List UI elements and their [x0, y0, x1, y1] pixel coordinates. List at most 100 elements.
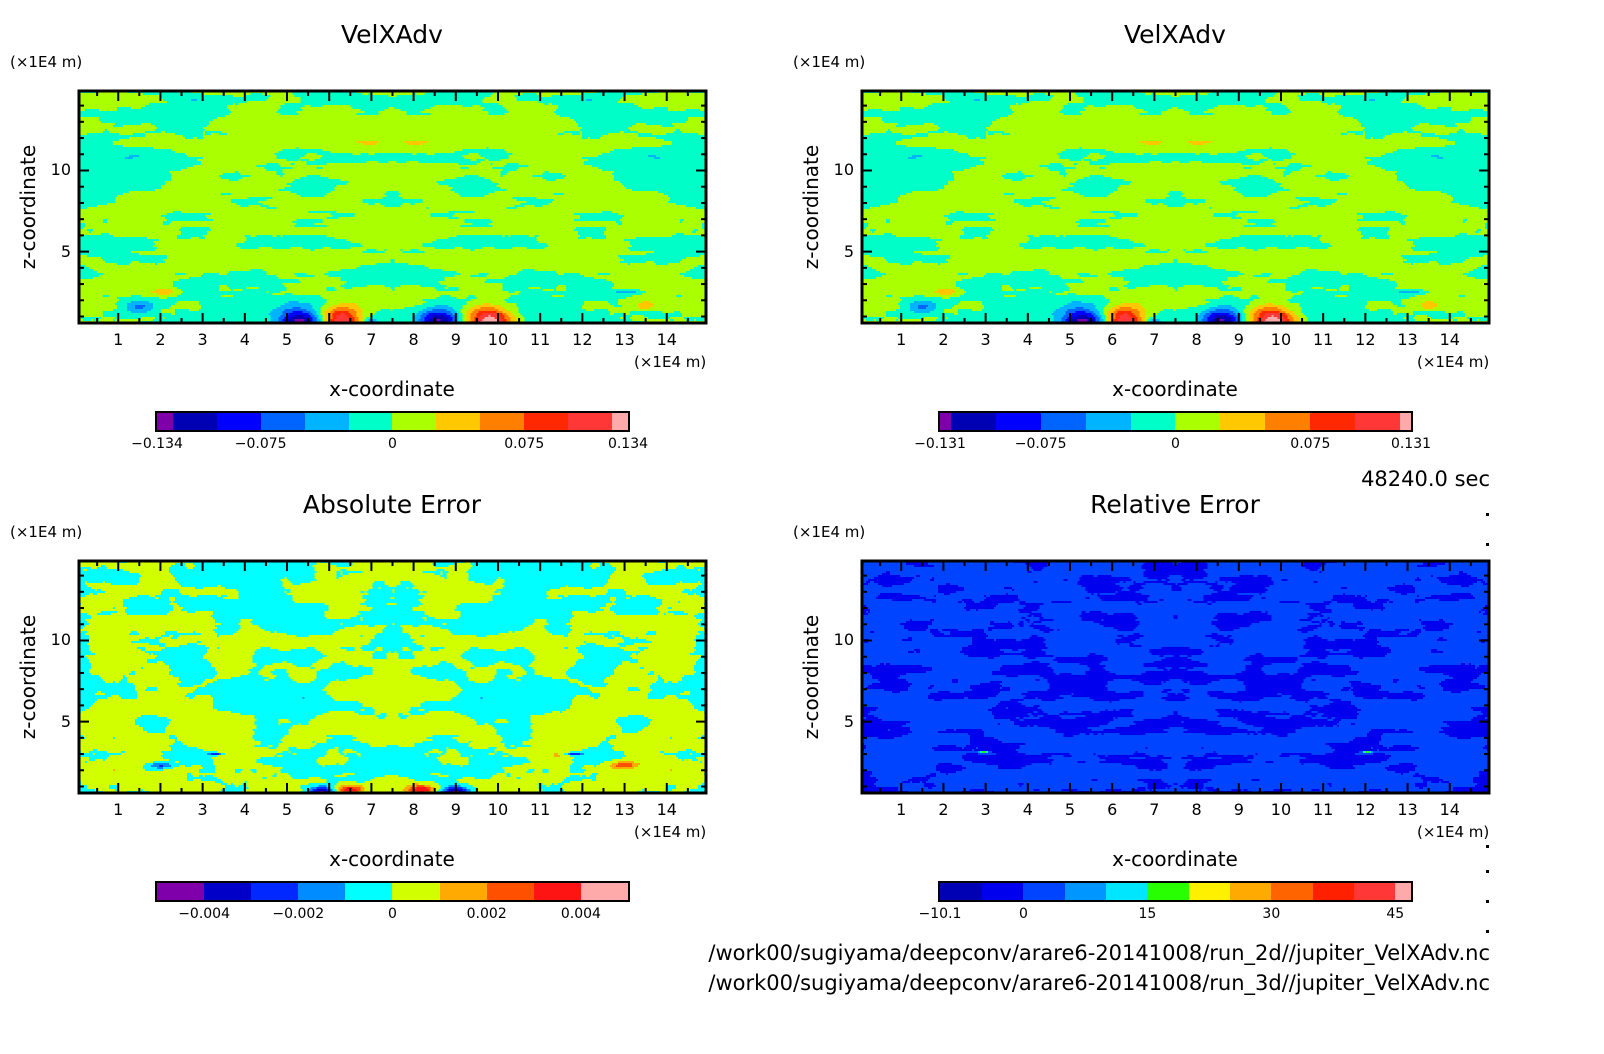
x-axis-label: x-coordinate	[1112, 377, 1238, 401]
colorbar-tick-label: 0.134	[607, 436, 649, 452]
x-tick-label: 11	[529, 330, 551, 349]
colorbar-segment	[480, 413, 525, 430]
y-tick-label: 5	[843, 241, 854, 261]
x-tick-label: 12	[572, 330, 593, 349]
colorbar-tick-label: 15	[1138, 906, 1157, 922]
x-tick-label: 11	[529, 800, 551, 819]
plot-panel: VelXAdv (×1E4 m) (×1E4 m) z-coordinate x-coo…	[0, 0, 783, 470]
contour-field	[862, 561, 1489, 793]
x-tick-label: 2	[938, 800, 949, 819]
x-tick-label: 10	[487, 800, 509, 819]
x-tick-label: 12	[1355, 800, 1376, 819]
colorbar-segment	[304, 413, 349, 430]
x-tick-label: 6	[1107, 330, 1118, 349]
colorbar-segment	[392, 883, 440, 900]
x-tick-label: 5	[281, 330, 293, 349]
axes-frame	[860, 559, 1491, 795]
colorbar-segment	[1147, 883, 1189, 900]
colorbar-segment	[486, 883, 534, 900]
x-tick-label: 9	[450, 800, 461, 819]
colorbar	[938, 881, 1413, 902]
marker-dot	[1486, 900, 1489, 903]
colorbar-tick-label: 0.131	[1390, 436, 1432, 452]
x-tick-label: 8	[408, 330, 419, 349]
colorbar	[938, 411, 1413, 432]
colorbar-tick-label: −0.002	[272, 906, 325, 922]
x-tick-label: 11	[1312, 800, 1334, 819]
colorbar-segment	[1064, 883, 1107, 900]
x-tick-label: 7	[366, 800, 377, 819]
contour-plot-area	[860, 559, 1491, 795]
colorbar-segment	[1355, 413, 1401, 430]
x-tick-label: 9	[450, 330, 461, 349]
colorbar-segment	[436, 413, 481, 430]
colorbar-tick-label: 0	[1171, 436, 1180, 452]
colorbar-segment	[1175, 413, 1221, 430]
x-axis-label: x-coordinate	[1112, 847, 1238, 871]
x-tick-label: 6	[324, 800, 335, 819]
contour-field	[862, 91, 1489, 323]
marker-dot	[1486, 930, 1489, 933]
colorbar-segment	[580, 883, 628, 900]
x-tick-label: 8	[1191, 800, 1202, 819]
y-axis-label: z-coordinate	[799, 144, 823, 270]
x-tick-label: 2	[155, 330, 166, 349]
colorbar-tick-label: 0.002	[466, 906, 507, 922]
colorbar-segment	[348, 413, 393, 430]
x-tick-label: 5	[281, 800, 293, 819]
x-tick-label: 14	[656, 800, 677, 819]
colorbar-segment	[1271, 883, 1313, 900]
x-tick-label: 1	[113, 330, 124, 349]
x-tick-label: 14	[1439, 330, 1460, 349]
colorbar-segment	[1312, 883, 1354, 900]
x-tick-label: 13	[614, 330, 635, 349]
x-tick-label: 2	[155, 800, 166, 819]
y-axis-unit: (×1E4 m)	[793, 523, 866, 541]
colorbar-tick-label: 0.075	[504, 436, 545, 452]
x-tick-label: 7	[1149, 800, 1160, 819]
x-tick-label: 13	[614, 800, 635, 819]
x-tick-label: 10	[1270, 330, 1292, 349]
colorbar-tick-label: −0.075	[234, 436, 287, 452]
plot-title: VelXAdv	[1124, 20, 1226, 49]
x-tick-label: 5	[1064, 330, 1076, 349]
y-axis-unit: (×1E4 m)	[793, 53, 866, 71]
x-tick-label: 4	[1022, 800, 1033, 819]
x-tick-label: 3	[980, 800, 991, 819]
contour-plot-area	[860, 89, 1491, 325]
colorbar-segment	[392, 413, 437, 430]
x-tick-label: 9	[1233, 330, 1244, 349]
colorbar-tick-label: −0.131	[914, 436, 966, 452]
colorbar-segment	[1040, 413, 1086, 430]
x-tick-label: 7	[1149, 330, 1160, 349]
x-tick-label: 2	[938, 330, 949, 349]
plot-panel: VelXAdv (×1E4 m) (×1E4 m) z-coordinate x-coo…	[783, 0, 1566, 470]
colorbar-segment	[1400, 413, 1411, 430]
x-tick-label: 12	[1355, 330, 1376, 349]
x-tick-label: 14	[1439, 800, 1460, 819]
colorbar-tick-label: 30	[1262, 906, 1281, 922]
colorbar-segment	[533, 883, 581, 900]
x-axis-label: x-coordinate	[329, 847, 455, 871]
plot-title: Absolute Error	[302, 490, 482, 519]
file-path-3d: /work00/sugiyama/deepconv/arare6-2014100…	[708, 971, 1490, 995]
colorbar	[155, 411, 630, 432]
plot-border	[77, 559, 708, 795]
y-tick-label: 10	[833, 160, 854, 180]
colorbar-segment	[1085, 413, 1131, 430]
x-tick-label: 3	[197, 800, 208, 819]
marker-dot	[1486, 845, 1489, 848]
colorbar-tick-label: −10.1	[918, 906, 962, 922]
colorbar-segment	[1230, 883, 1272, 900]
colorbar-segment	[524, 413, 569, 430]
x-tick-label: 13	[1397, 800, 1418, 819]
colorbar-segment	[345, 883, 393, 900]
contour-field	[79, 561, 706, 793]
colorbar-segment	[1353, 883, 1396, 900]
colorbar-tick-label: −0.004	[178, 906, 230, 922]
x-tick-label: 8	[408, 800, 419, 819]
y-axis-unit: (×1E4 m)	[10, 523, 83, 541]
x-tick-label: 4	[239, 800, 250, 819]
colorbar-segment	[995, 413, 1041, 430]
colorbar-segment	[298, 883, 346, 900]
